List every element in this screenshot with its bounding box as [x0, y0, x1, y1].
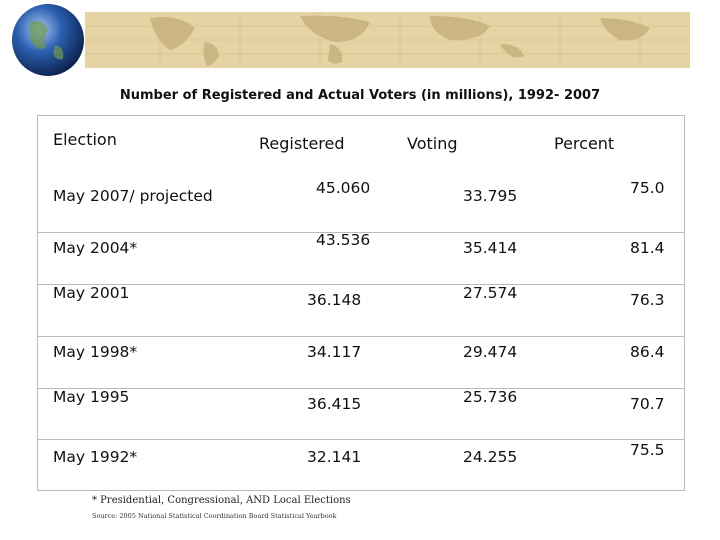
cell-value: 75.0 [630, 179, 665, 197]
globe-land [30, 21, 64, 60]
cell-value: 43.536 [316, 231, 371, 249]
row-label: May 2004* [53, 239, 138, 257]
footnote: * Presidential, Congressional, AND Local… [92, 495, 351, 506]
title: Number of Registered and Actual Voters (… [119, 88, 601, 103]
row-label: May 2001 [53, 284, 130, 302]
banner [12, 4, 690, 76]
table [37, 115, 685, 491]
row-divider [37, 336, 685, 337]
cell-value: 81.4 [630, 239, 665, 257]
cell-value: 35.414 [463, 239, 518, 257]
globe [12, 4, 84, 76]
cell-value: 36.148 [307, 291, 362, 309]
row-label: May 2007/ projected [53, 187, 213, 205]
cell-value: 76.3 [630, 291, 665, 309]
cell-value: 70.7 [630, 395, 665, 413]
source: Source: 2005 National Statistical Coordi… [92, 512, 337, 520]
cell-value: 75.5 [630, 441, 665, 459]
cell-value: 36.415 [307, 395, 362, 413]
cell-value: 32.141 [307, 448, 362, 466]
row-label: May 1998* [53, 343, 138, 361]
row-divider [37, 439, 685, 440]
cell-value: 33.795 [463, 187, 518, 205]
map-land [150, 15, 650, 66]
row-label: May 1995 [53, 388, 130, 406]
column-header: Election [53, 130, 117, 149]
cell-value: 34.117 [307, 343, 362, 361]
column-header: Registered [259, 134, 345, 153]
column-header: Percent [554, 134, 615, 153]
column-header: Voting [407, 134, 458, 153]
cell-value: 25.736 [463, 388, 518, 406]
cell-value: 45.060 [316, 179, 371, 197]
cell-value: 24.255 [463, 448, 518, 466]
cell-value: 27.574 [463, 284, 518, 302]
row-label: May 1992* [53, 448, 138, 466]
row-divider [37, 388, 685, 389]
cell-value: 86.4 [630, 343, 665, 361]
row-divider [37, 284, 685, 285]
row-divider [37, 232, 685, 233]
cell-value: 29.474 [463, 343, 518, 361]
